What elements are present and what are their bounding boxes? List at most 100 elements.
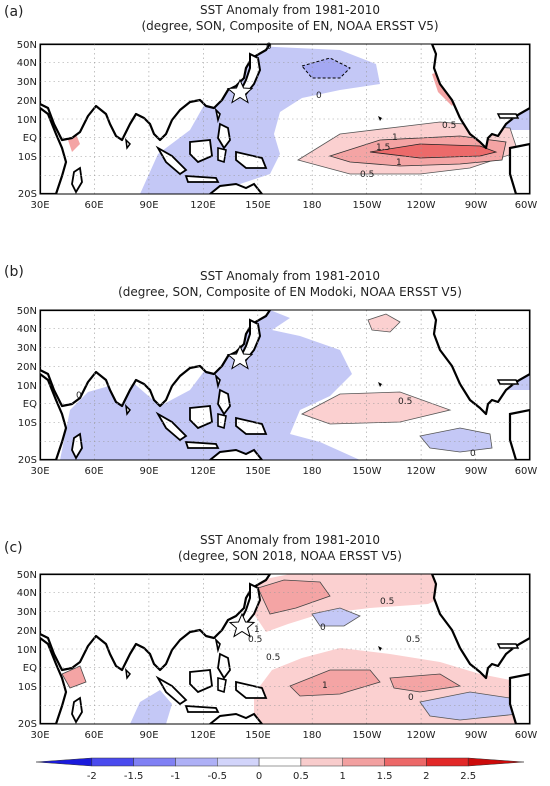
panel-c-pos-arabia [61,665,87,689]
panel-c-letter: (c) [4,540,23,556]
lat-label: 30N [17,343,37,354]
lat-label: 20N [17,626,37,637]
lat-label: 40N [17,58,37,69]
panel-a-pos-dark [369,143,498,159]
panel-c-neg-north [311,607,361,627]
lat-label: 40N [17,588,37,599]
lon-label: 60W [515,730,538,741]
colorbar-cell [467,757,525,767]
lat-label: 20S [18,455,37,466]
panel-c-pos-east-mid [389,673,462,693]
panel-a-contour-label-4: 1 [392,133,398,143]
panel-c: (c) SST Anomaly from 1981-2010 (degree, … [4,533,537,741]
lat-label: 10S [18,418,37,429]
panel-c-lon-labels: 30E 60E 90E 120E 150E 180 150W 120W 90W … [30,730,537,741]
lon-label: 90E [139,466,158,477]
panel-a: (a) SST Anomaly from 1981-2010 (degree, … [4,3,537,211]
panel-a-contour-label-7: 0.5 [360,170,374,180]
panel-a-letter: (a) [4,4,24,20]
panel-c-contour-label-6: 1 [322,681,328,691]
colorbar-label: 1.5 [377,771,393,782]
lat-label: 30N [17,607,37,618]
lat-label: 10N [17,381,37,392]
colorbar: -2 -1.5 -1 -0.5 0 0.5 1 1.5 2 2.5 [35,757,525,782]
lon-label: 180 [302,200,321,211]
colorbar-cell [258,757,302,767]
colorbar-cell [342,757,385,767]
lon-label: 90E [139,200,158,211]
panel-b-letter: (b) [4,264,24,280]
panel-b-pos-center [301,391,452,425]
colorbar-label: 2.5 [460,771,476,782]
panel-b-lon-labels: 30E 60E 90E 120E 150E 180 150W 120W 90W … [30,466,537,477]
lon-label: 120E [190,730,215,741]
panel-a-subtitle: (degree, SON, Composite of EN, NOAA ERSS… [141,19,438,33]
star-icon [226,344,254,370]
colorbar-cell [426,757,469,767]
lat-label: EQ [23,133,37,144]
colorbar-cell [217,757,260,767]
panel-a-contour-label-6: 1 [396,158,402,168]
star-icon [228,612,256,638]
lat-label: 50N [17,306,37,317]
colorbar-cell [175,757,218,767]
colorbar-label: 0 [256,771,262,782]
lat-label: 50N [17,40,37,51]
lon-label: 60W [515,466,538,477]
panel-b-pos-north [367,313,401,333]
colorbar-label: -1 [170,771,180,782]
panel-a-contour-label-3: 0.5 [442,121,456,131]
panel-a-grid [40,44,530,194]
colorbar-label: -2 [87,771,97,782]
panel-a-lon-labels: 30E 60E 90E 120E 150E 180 150W 120W 90W … [30,200,537,211]
lon-label: 120E [190,466,215,477]
lon-label: 120W [407,466,436,477]
lon-label: 120E [190,200,215,211]
lon-label: 180 [302,730,321,741]
lon-label: 120W [407,730,436,741]
panel-b-contour-label-2: 0.5 [398,397,412,407]
lon-label: 30E [30,466,49,477]
lat-label: 30N [17,77,37,88]
star-icon [226,78,254,104]
panel-b-contour-label-3: 0 [470,449,476,459]
lat-label: 20S [18,189,37,200]
panel-b-grid [40,310,530,460]
lon-label: 150W [353,200,382,211]
colorbar-label: 1 [340,771,346,782]
lon-label: 90W [465,200,488,211]
lat-label: 10S [18,682,37,693]
panel-c-contour-label-4: 0.5 [406,635,420,645]
panel-c-contour-label-8: 0 [408,693,414,703]
panel-c-contour-label-7: 0.5 [266,653,280,663]
colorbar-label: -0.5 [208,771,228,782]
panel-b-contour-label-1: 0 [76,391,82,401]
panel-a-contour-label-2: 0 [316,91,322,101]
panel-c-neg-indian [130,690,172,724]
lon-label: 30E [30,200,49,211]
panel-a-title: SST Anomaly from 1981-2010 [200,3,380,17]
lat-label: 10N [17,645,37,656]
panel-c-map: 0.5 0 0.5 0.5 1 1 0.5 0 [39,573,531,725]
lat-label: 20N [17,362,37,373]
lat-label: EQ [23,399,37,410]
lon-label: 90W [465,730,488,741]
panel-b-lat-labels: 50N 40N 30N 20N 10N EQ 10S 20S [17,306,37,466]
panel-a-contour-label-5: 1.5 [376,143,390,153]
lon-label: 60E [84,466,103,477]
lon-label: 180 [302,466,321,477]
panel-b-subtitle: (degree, SON, Composite of EN Modoki, NO… [118,285,462,299]
colorbar-label: 0.5 [293,771,309,782]
lon-label: 150E [245,730,270,741]
colorbar-label: -1.5 [124,771,144,782]
lon-label: 150W [353,730,382,741]
panel-a-contour-label-1: 0 [266,42,272,52]
lon-label: 30E [30,730,49,741]
lon-label: 60E [84,730,103,741]
panel-c-pos-center-mid [289,669,381,697]
panel-c-subtitle: (degree, SON 2018, NOAA ERSST V5) [178,549,402,563]
lon-label: 150W [353,466,382,477]
panel-c-contour-label-2: 0 [320,623,326,633]
colorbar-cell [35,757,93,767]
panel-c-lat-labels: 50N 40N 30N 20N 10N EQ 10S 20S [17,570,37,730]
